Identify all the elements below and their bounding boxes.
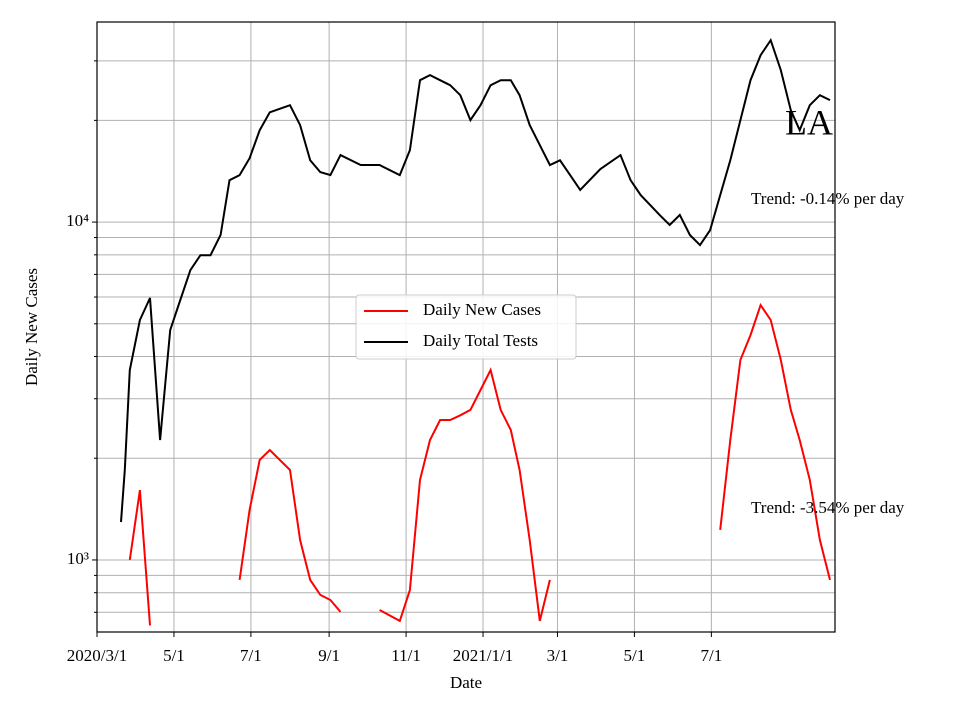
x-tick-label: 11/1	[391, 646, 421, 665]
annotation: Trend: -0.14% per day	[751, 189, 905, 208]
series-line	[128, 489, 151, 626]
annotation: LA	[785, 102, 833, 142]
plot-frame	[96, 21, 836, 633]
plot-area	[120, 37, 831, 626]
legend-box	[355, 294, 577, 360]
series-line	[120, 37, 831, 523]
x-tick-label: 3/1	[547, 646, 569, 665]
x-tick-label: 9/1	[318, 646, 340, 665]
y-axis-label: Daily New Cases	[22, 268, 41, 386]
x-tick-label: 7/1	[701, 646, 723, 665]
x-tick-label: 2021/1/1	[453, 646, 513, 665]
legend-label: Daily Total Tests	[423, 331, 538, 350]
x-axis-label: Date	[450, 673, 482, 692]
series-line	[379, 367, 551, 623]
legend: Daily New Cases Daily Total Tests	[355, 294, 577, 360]
legend-label: Daily New Cases	[423, 300, 541, 319]
annotation: Trend: -3.54% per day	[751, 498, 905, 517]
series-line	[719, 302, 831, 581]
series-line	[238, 448, 342, 613]
x-tick-label: 5/1	[163, 646, 185, 665]
y-tick-label: 10³	[67, 549, 89, 568]
y-tick-label: 10⁴	[66, 211, 89, 230]
x-tick-label: 2020/3/1	[67, 646, 127, 665]
x-tick-label: 5/1	[624, 646, 646, 665]
x-tick-label: 7/1	[240, 646, 262, 665]
